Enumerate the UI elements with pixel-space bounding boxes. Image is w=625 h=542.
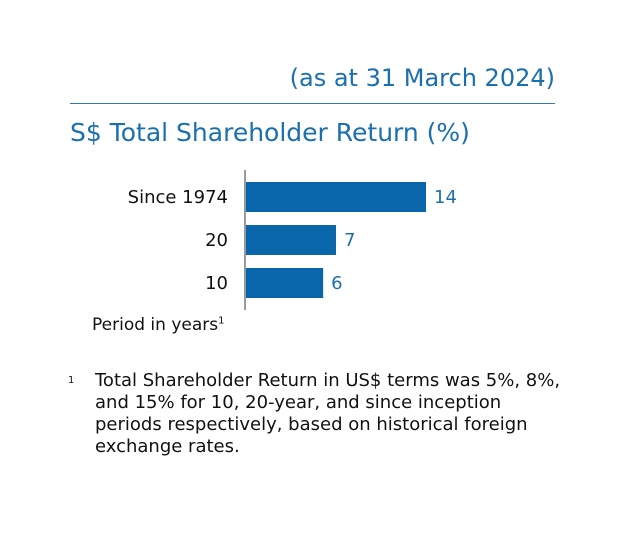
footnote-marker: 1: [68, 375, 75, 386]
category-label-1: 20: [205, 230, 228, 251]
category-label-2: 10: [205, 273, 228, 294]
bar-0: [246, 182, 426, 212]
chart-title: S$ Total Shareholder Return (%): [70, 118, 470, 147]
bar-1: [246, 225, 336, 255]
x-axis-label-text: Period in years: [92, 315, 219, 335]
value-label-1: 7: [344, 230, 355, 251]
bar-2: [246, 268, 324, 298]
value-label-0: 14: [434, 187, 457, 208]
value-label-2: 6: [331, 273, 342, 294]
category-label-0: Since 1974: [128, 187, 228, 208]
x-axis-label: Period in years1: [92, 315, 224, 335]
footnote-text: Total Shareholder Return in US$ terms wa…: [95, 370, 561, 457]
footnote-reference: 1: [218, 315, 225, 327]
header-divider: [70, 103, 555, 104]
as-at-date: (as at 31 March 2024): [289, 64, 555, 92]
